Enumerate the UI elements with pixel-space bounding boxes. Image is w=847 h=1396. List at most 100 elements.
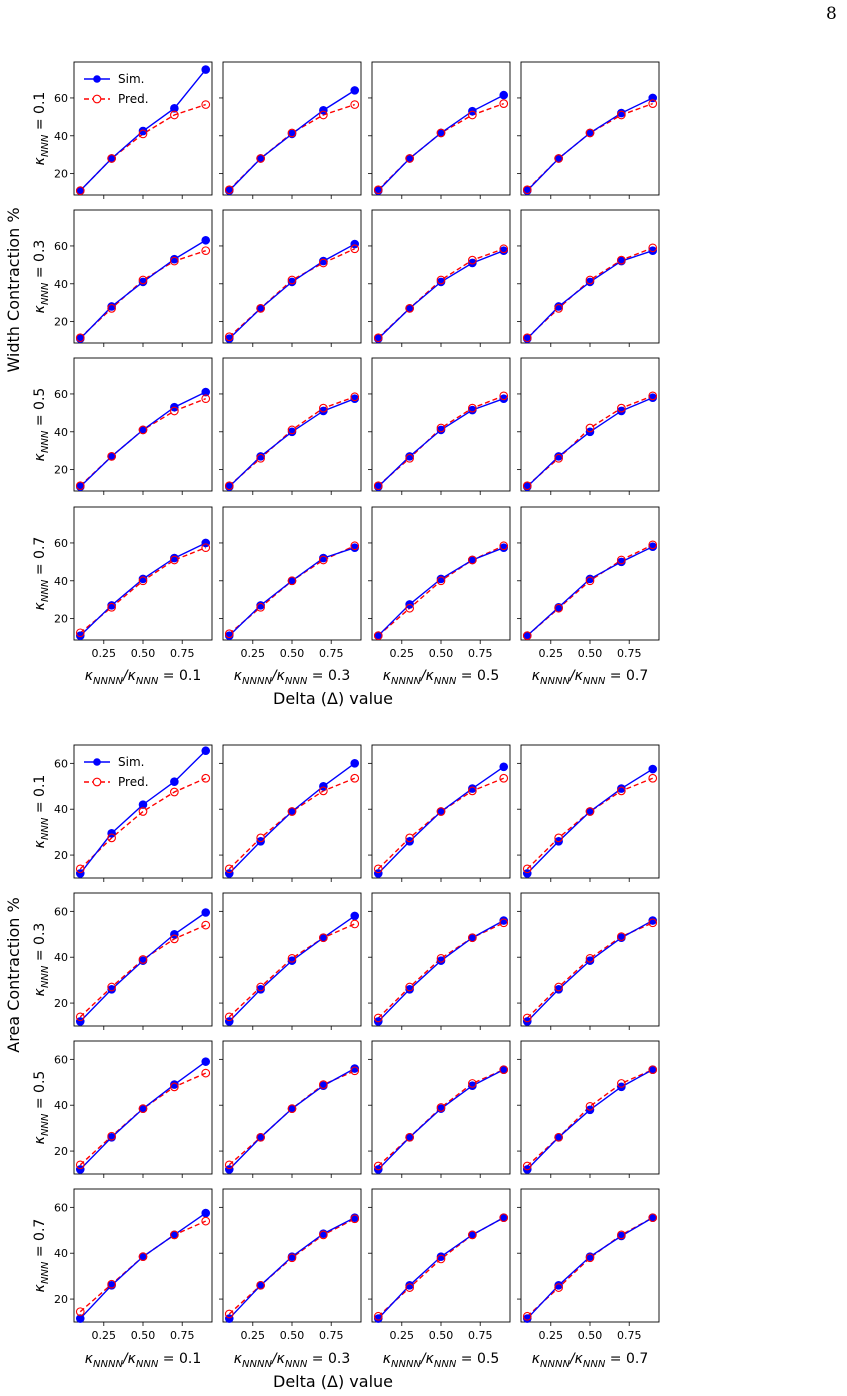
pred-point	[287, 1104, 297, 1113]
sim-series-line	[377, 1217, 505, 1320]
pred-point	[287, 807, 297, 816]
panel: 20 40 60	[54, 209, 213, 347]
y-tick-label: 20	[54, 464, 68, 477]
pred-point	[256, 1280, 265, 1290]
sim-point	[350, 759, 360, 768]
pred-point	[201, 920, 211, 930]
sim-point	[201, 538, 211, 548]
pred-point	[468, 1230, 477, 1240]
pred-point	[350, 392, 360, 402]
row-label: κNNN = 0.1	[32, 92, 51, 166]
row-label: κNNN = 0.7	[32, 537, 51, 611]
sim-series-line	[526, 1069, 654, 1170]
x-tick-label: 0.50	[578, 647, 603, 660]
sim-point	[554, 985, 563, 994]
sim-point	[75, 869, 85, 878]
panel: 0.25 0.50 0.75	[517, 1188, 660, 1342]
sim-point	[350, 1064, 360, 1073]
y-tick-label: 20	[54, 613, 68, 626]
sim-point	[224, 869, 234, 878]
y-tick-label: 20	[54, 316, 68, 329]
x-tick-label: 0.25	[390, 1329, 415, 1342]
sim-point	[224, 1165, 234, 1174]
panel	[368, 209, 511, 347]
y-tick-label: 40	[54, 130, 68, 143]
panel	[517, 1040, 660, 1178]
sim-point	[350, 911, 360, 921]
column-label: κNNNN/κNNN = 0.5	[383, 668, 500, 687]
sim-series-line	[79, 391, 207, 488]
pred-point	[436, 807, 446, 816]
legend-sim-marker	[93, 758, 101, 766]
x-tick-label: 0.25	[539, 647, 564, 660]
pred-point	[75, 186, 85, 195]
panel: 20 40 60 Sim. Pred.	[54, 61, 213, 199]
panel	[219, 892, 362, 1030]
pred-point	[373, 1161, 383, 1171]
pred-point	[585, 423, 595, 433]
pred-point	[138, 1104, 148, 1113]
sim-point	[170, 929, 179, 939]
pred-point	[170, 1230, 179, 1240]
pred-point	[648, 540, 658, 550]
pred-point	[287, 954, 297, 963]
pred-point	[405, 1283, 414, 1292]
panel	[219, 61, 362, 199]
pred-series-line	[526, 922, 654, 1019]
panel: 0.25 0.50 0.75	[368, 1188, 511, 1342]
pred-point	[107, 833, 116, 843]
page-number: 8	[826, 4, 837, 24]
pred-point	[468, 555, 477, 565]
pred-point	[287, 1253, 297, 1263]
y-tick-label: 40	[54, 575, 68, 588]
x-tick-label: 0.50	[131, 647, 156, 660]
sim-point	[170, 104, 179, 113]
sim-point	[648, 246, 658, 255]
x-tick-label: 0.25	[390, 647, 415, 660]
sim-series-line	[526, 1217, 654, 1320]
legend-pred-marker	[92, 94, 102, 104]
pred-point	[170, 110, 179, 120]
pred-point	[224, 1012, 234, 1022]
row-label: κNNN = 0.3	[32, 240, 51, 314]
pred-point	[405, 833, 414, 843]
pred-series-line	[228, 545, 356, 635]
sim-point	[648, 764, 658, 774]
pred-series-line	[377, 102, 504, 191]
pred-point	[319, 1080, 328, 1089]
pred-point	[350, 244, 360, 254]
y-axis-title: Width Contraction %	[4, 207, 23, 372]
pred-point	[170, 406, 179, 416]
pred-point	[319, 258, 328, 268]
pred-point	[499, 918, 509, 928]
sim-point	[373, 869, 383, 878]
pred-point	[138, 425, 148, 435]
x-tick-label: 0.75	[468, 1329, 493, 1342]
y-tick-label: 20	[54, 997, 68, 1010]
y-tick-label: 60	[54, 905, 68, 918]
pred-series-line	[228, 1218, 356, 1315]
pred-point	[436, 576, 446, 586]
panel	[219, 744, 362, 882]
y-tick-label: 20	[54, 1293, 68, 1306]
sim-series-line	[377, 919, 505, 1022]
panel	[368, 357, 511, 495]
pred-point	[350, 541, 360, 551]
panel	[517, 744, 660, 882]
sim-point	[405, 1281, 414, 1290]
pred-point	[373, 185, 383, 195]
sim-series-line	[79, 542, 207, 637]
pred-point	[522, 333, 532, 343]
pred-series-line	[377, 777, 504, 870]
y-tick-label: 60	[54, 757, 68, 770]
pred-point	[405, 304, 414, 313]
pred-point	[554, 982, 563, 992]
pred-series-line	[228, 248, 356, 338]
x-tick-label: 0.25	[92, 1329, 117, 1342]
sim-point	[554, 1281, 563, 1290]
pred-point	[107, 452, 116, 461]
pred-point	[224, 1309, 234, 1319]
sim-point	[648, 916, 658, 925]
pred-point	[224, 629, 234, 639]
pred-point	[75, 1307, 85, 1317]
